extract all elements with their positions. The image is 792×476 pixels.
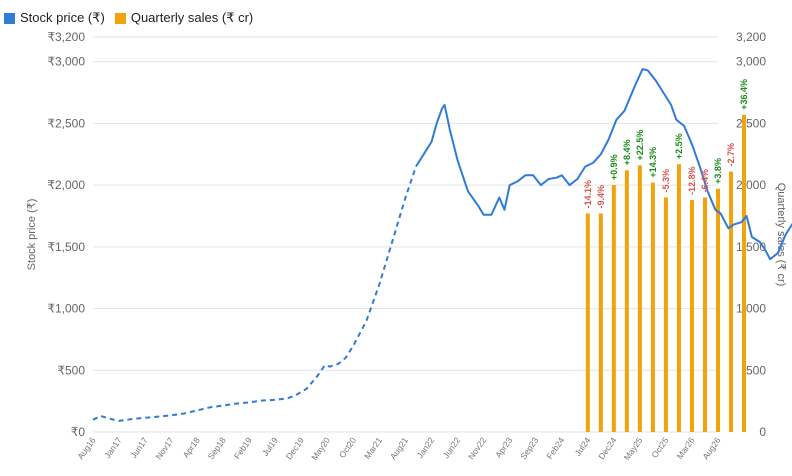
- growth-label-9: -12.8%: [687, 166, 697, 195]
- growth-label-8: +2.5%: [674, 133, 684, 159]
- sales-bar-1: [585, 213, 590, 432]
- legend: Stock price (₹) Quarterly sales (₹ cr): [4, 10, 253, 26]
- x-tick-dec24: Dec24: [596, 435, 618, 461]
- legend-label-stock-price: Stock price (₹): [20, 10, 105, 25]
- x-tick-jun22: Jun22: [441, 435, 463, 460]
- right-tick-2500: 2,500: [736, 116, 766, 130]
- stock-price-line-dashed: [92, 166, 417, 422]
- right-tick-3200: 3,200: [736, 30, 766, 44]
- legend-label-quarterly-sales: Quarterly sales (₹ cr): [130, 10, 254, 25]
- x-tick-may25: May25: [622, 435, 645, 462]
- left-tick-500: ₹500: [57, 363, 85, 377]
- sales-bar-8: [676, 164, 681, 432]
- x-tick-dec19: Dec19: [284, 435, 306, 461]
- sales-bar-7: [663, 197, 668, 432]
- left-tick-3000: ₹3,000: [47, 55, 85, 69]
- left-tick-1500: ₹1,500: [47, 240, 85, 254]
- growth-label-1: -14.1%: [583, 180, 593, 209]
- x-tick-sep18: Sep18: [206, 435, 228, 461]
- growth-label-10: -6.4%: [700, 169, 710, 193]
- x-tick-oct20: Oct20: [337, 435, 358, 460]
- x-tick-nov17: Nov17: [153, 435, 175, 461]
- sales-bar-3: [611, 185, 616, 432]
- sales-bar-2: [598, 213, 603, 432]
- x-tick-apr18: Apr18: [181, 435, 202, 460]
- sales-bar-10: [702, 197, 707, 432]
- growth-label-13: +36.4%: [739, 79, 749, 110]
- x-tick-aug16: Aug16: [75, 435, 97, 461]
- sales-bar-5: [637, 165, 642, 432]
- left-tick-2000: ₹2,000: [47, 178, 85, 192]
- x-tick-aug26: Aug26: [700, 435, 722, 461]
- x-tick-jan17: Jan17: [102, 435, 124, 460]
- x-tick-sep23: Sep23: [518, 435, 540, 461]
- x-tick-jun17: Jun17: [128, 435, 150, 460]
- x-tick-nov22: Nov22: [466, 435, 488, 461]
- sales-bar-13: [742, 114, 747, 432]
- left-tick-2500: ₹2,500: [47, 116, 85, 130]
- right-axis-title: Quarterly sales (₹ cr): [775, 183, 787, 287]
- growth-label-7: -5.3%: [661, 169, 671, 193]
- sales-bar-11: [716, 188, 720, 432]
- growth-label-6: +14.3%: [648, 147, 658, 178]
- x-tick-jul19: Jul19: [260, 435, 280, 458]
- x-tick-mar26: Mar26: [675, 435, 697, 461]
- growth-label-3: +0.9%: [609, 154, 619, 180]
- sales-bar-9: [689, 199, 694, 432]
- right-tick-500: 500: [746, 363, 766, 377]
- sales-bar-12: [729, 171, 734, 432]
- right-tick-2000: 2,000: [736, 178, 766, 192]
- legend-item-stock-price[interactable]: Stock price (₹): [4, 10, 105, 26]
- legend-swatch-stock-price: [4, 12, 15, 24]
- right-tick-3000: 3,000: [736, 55, 766, 69]
- left-tick-3200: ₹3,200: [47, 30, 85, 44]
- stock-price-line-solid: [415, 68, 792, 261]
- x-tick-mar21: Mar21: [362, 435, 384, 461]
- x-tick-aug21: Aug21: [388, 435, 410, 461]
- left-tick-1000: ₹1,000: [47, 302, 85, 316]
- legend-item-quarterly-sales[interactable]: Quarterly sales (₹ cr): [114, 10, 254, 26]
- growth-label-5: +22.5%: [635, 130, 645, 161]
- right-tick-1000: 1,000: [736, 302, 766, 316]
- x-tick-apr23: Apr23: [493, 435, 514, 460]
- growth-label-11: +3.8%: [713, 158, 723, 184]
- x-tick-feb19: Feb19: [232, 435, 254, 461]
- growth-label-4: +8.4%: [622, 140, 632, 166]
- x-tick-jan22: Jan22: [415, 435, 437, 460]
- right-tick-1500: 1,500: [736, 240, 766, 254]
- left-axis-title: Stock price (₹): [26, 199, 38, 271]
- growth-label-12: -2.7%: [726, 143, 736, 167]
- sales-bar-6: [650, 182, 655, 432]
- left-tick-0: ₹0: [71, 425, 86, 439]
- right-tick-0: 0: [759, 425, 766, 439]
- x-tick-oct25: Oct25: [649, 435, 670, 460]
- sales-bar-4: [624, 170, 629, 432]
- x-tick-feb24: Feb24: [544, 435, 566, 461]
- legend-swatch-quarterly-sales: [114, 12, 126, 24]
- x-tick-jul24: Jul24: [573, 435, 593, 458]
- x-tick-may20: May20: [309, 435, 332, 462]
- growth-label-2: -9.4%: [596, 185, 606, 209]
